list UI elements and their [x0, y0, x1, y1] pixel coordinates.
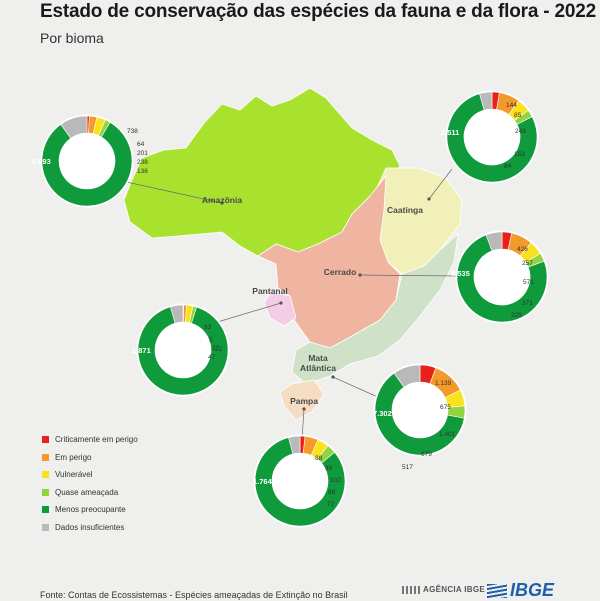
data-label-dados-insuficientes: 1.139: [435, 380, 452, 387]
data-label-em-perigo: 1.401: [439, 431, 456, 438]
data-label-menos-preocupante: 6.093: [32, 157, 51, 166]
biome-label-pampa: Pampa: [290, 396, 318, 406]
legend: Criticamente em perigo Em perigo Vulneráve…: [42, 431, 138, 536]
data-label-criticamente-em-perigo: 85: [514, 112, 522, 119]
agencia-ibge-logo: AGÊNCIA IBGE: [402, 585, 485, 594]
biome-label-pantanal: Pantanal: [252, 286, 287, 296]
data-label-em-perigo: 571: [523, 279, 534, 286]
leader-line-mata-atlantica: [332, 376, 381, 399]
data-label-dados-insuficientes: 93: [204, 324, 212, 331]
data-label-menos-preocupante: 5.535: [451, 269, 470, 278]
data-label-dados-insuficientes: 144: [506, 102, 517, 109]
data-label-vulneravel: 88: [328, 489, 336, 496]
data-label-criticamente-em-perigo: 5: [209, 337, 213, 344]
legend-swatch: [42, 523, 49, 531]
leader-dot-pampa: [302, 407, 306, 411]
legend-label: Criticamente em perigo: [55, 435, 138, 445]
donut-hole: [464, 109, 520, 165]
leader-dot-pantanal: [279, 301, 283, 305]
legend-label: Quase ameaçada: [55, 487, 119, 497]
legend-item-menos-preocupante: Menos preocupante: [42, 501, 138, 519]
page-title: Estado de conservação das espécies da fa…: [40, 1, 596, 22]
donut-hole: [59, 133, 115, 189]
map-region-mata-atlantica: [291, 232, 459, 385]
data-label-quase-ameacada: 517: [402, 464, 413, 471]
leader-line-caatinga: [428, 168, 453, 200]
data-label-em-perigo: 243: [515, 128, 526, 135]
data-label-menos-preocupante: 2.511: [441, 128, 459, 137]
legend-label: Menos preocupante: [55, 505, 126, 515]
biome-label-mata-atlantica: Mata Atlântica: [300, 353, 336, 373]
data-label-dados-insuficientes: 88: [315, 455, 323, 462]
ibge-logo-icon: [487, 583, 507, 598]
agencia-logo-icon: [402, 585, 420, 594]
biome-labels: Amazônia Caatinga Cerrado Pantanal Mata Atlân…: [202, 195, 423, 406]
legend-item-dados-insuficientes: Dados insuficientes: [42, 519, 138, 537]
donut-pampa: 39 102 88 72 1.764 88: [253, 434, 347, 528]
map-region-pampa: [279, 379, 325, 421]
legend-label: Em perigo: [55, 452, 92, 462]
data-label-criticamente-em-perigo: 675: [440, 404, 451, 411]
donut-hole: [392, 382, 448, 438]
legend-item-quase-ameacada: Quase ameaçada: [42, 484, 138, 502]
ibge-logo-text: IBGE: [510, 580, 555, 600]
data-label-criticamente-em-perigo: 39: [325, 465, 333, 472]
data-label-quase-ameacada: 84: [504, 163, 512, 170]
data-label-vulneravel: 47: [208, 354, 216, 361]
data-label-dados-insuficientes: 738: [127, 128, 138, 135]
biome-label-amazonia: Amazônia: [202, 195, 242, 205]
donut-hole: [155, 322, 211, 378]
data-label-quase-ameacada: 72: [327, 501, 335, 508]
data-label-vulneravel: 679: [421, 451, 432, 458]
ibge-logo: IBGE: [487, 580, 554, 601]
map-region-pantanal: [263, 291, 297, 327]
data-label-quase-ameacada: 136: [137, 168, 148, 175]
data-label-vulneravel: 238: [137, 159, 148, 166]
legend-label: Dados insuficientes: [55, 522, 125, 532]
legend-swatch: [42, 471, 49, 479]
brazil-map: [123, 87, 463, 421]
donut-mata-atlantica: 675 1.401 679 517 7.302 1.139: [373, 363, 467, 471]
agencia-logo-text: AGÊNCIA IBGE: [423, 585, 485, 594]
data-label-em-perigo: 22: [215, 346, 223, 353]
leader-lines: [107, 168, 459, 441]
legend-item-vulneravel: Vulnerável: [42, 466, 138, 484]
data-label-vulneravel: 371: [522, 300, 533, 307]
leader-dot-mata-atlantica: [331, 375, 335, 379]
data-label-criticamente-em-perigo: 64: [137, 141, 145, 148]
leader-dot-amazonia: [220, 201, 224, 205]
legend-swatch: [42, 506, 49, 514]
legend-swatch: [42, 453, 49, 461]
data-label-quase-ameacada: 27: [212, 345, 220, 352]
data-label-menos-preocupante: 7.302: [373, 409, 392, 418]
leader-line-cerrado: [359, 274, 459, 277]
data-label-menos-preocupante: 1.764: [253, 477, 273, 486]
data-label-vulneravel: 153: [514, 151, 525, 158]
data-label-em-perigo: 201: [137, 150, 148, 157]
data-label-quase-ameacada: 225: [511, 312, 522, 319]
data-label-menos-preocupante: 1.871: [132, 346, 151, 355]
biome-label-cerrado: Cerrado: [324, 267, 357, 277]
data-label-em-perigo: 102: [330, 477, 341, 484]
biome-label-caatinga: Caatinga: [387, 205, 423, 215]
leader-dot-caatinga: [427, 197, 431, 201]
leader-dot-cerrado: [358, 273, 362, 277]
page-subtitle: Por bioma: [40, 30, 104, 46]
data-label-criticamente-em-perigo: 257: [522, 260, 533, 267]
legend-item-criticamente-em-perigo: Criticamente em perigo: [42, 431, 138, 449]
data-label-dados-insuficientes: 426: [517, 246, 528, 253]
donut-hole: [272, 453, 328, 509]
source-note: Fonte: Contas de Ecossistemas - Espécies…: [40, 590, 348, 600]
legend-swatch: [42, 488, 49, 496]
donut-amazonia: 64 201 238 136 6.093 738: [32, 114, 148, 208]
legend-item-em-perigo: Em perigo: [42, 449, 138, 467]
legend-label: Vulnerável: [55, 470, 93, 480]
legend-swatch: [42, 436, 49, 444]
donut-hole: [474, 249, 530, 305]
